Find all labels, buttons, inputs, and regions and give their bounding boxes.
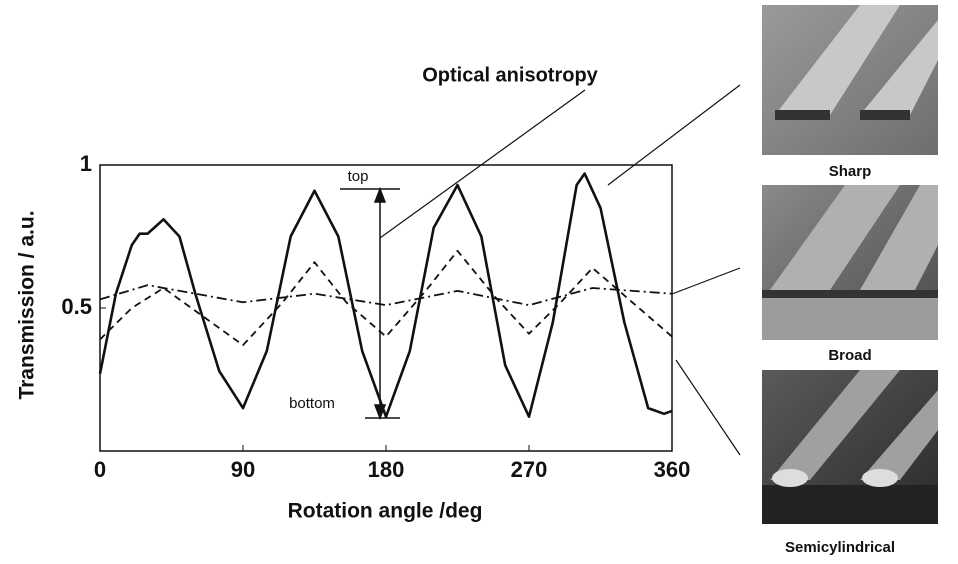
series-line (98, 172, 673, 418)
photo-semicylindrical (762, 370, 938, 524)
x-tick-label: 360 (654, 457, 691, 482)
photo-sharp (762, 5, 938, 155)
x-tick-label: 180 (368, 457, 405, 482)
y-tick-label: 0.5 (61, 294, 92, 319)
y-tick-label: 1 (80, 151, 92, 176)
series-line (99, 249, 673, 347)
annotation: Optical anisotropy (422, 64, 598, 86)
panel-label: Broad (828, 347, 871, 364)
plot-frame (99, 164, 673, 452)
y-axis-title: Transmission / a.u. (16, 210, 39, 399)
annotation: top (348, 168, 369, 185)
x-tick-label: 0 (94, 457, 106, 482)
amplitude-arrow (340, 186, 400, 421)
leader-lines (379, 84, 741, 456)
annotation: bottom (289, 395, 335, 412)
series-line (99, 284, 673, 307)
x-tick-label: 90 (231, 457, 255, 482)
panel-label: Semicylindrical (785, 539, 895, 556)
panel-label: Sharp (829, 163, 872, 180)
x-tick-label: 270 (511, 457, 548, 482)
x-axis-title: Rotation angle /deg (288, 500, 483, 523)
photo-broad (762, 185, 938, 340)
